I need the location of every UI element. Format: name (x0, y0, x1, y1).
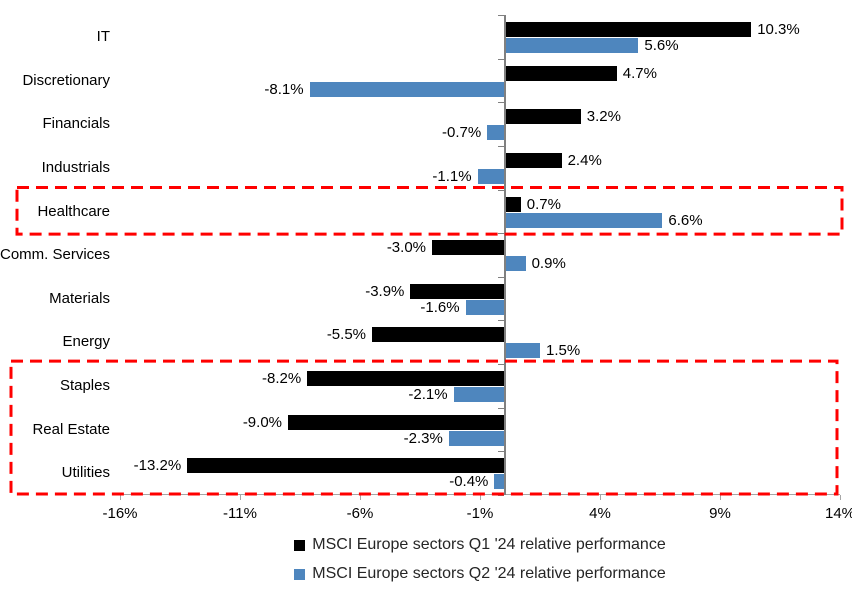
category-label: Materials (49, 289, 110, 307)
zero-axis-tick (498, 407, 504, 409)
bar-q1 (432, 240, 504, 256)
value-label: -13.2% (133, 457, 182, 475)
bar-q2 (487, 125, 504, 141)
zero-axis-tick (498, 102, 504, 104)
bar-q1 (504, 22, 752, 37)
category-label: Industrials (41, 158, 110, 176)
value-label: -5.5% (326, 326, 366, 344)
bar-q2 (453, 387, 504, 403)
value-label: -0.4% (449, 473, 489, 491)
x-axis-tick-label: 9% (709, 505, 731, 522)
value-label: -0.7% (442, 124, 482, 142)
value-label: 0.9% (531, 255, 566, 273)
x-axis-tick (600, 495, 601, 500)
x-axis-tick-label: 4% (589, 505, 611, 522)
bar-q1 (187, 458, 504, 474)
legend-swatch-q2-icon (294, 568, 306, 580)
bar-q2 (504, 343, 540, 359)
value-label: 10.3% (757, 21, 800, 38)
value-label: -8.1% (264, 80, 304, 98)
category-label: Energy (62, 333, 110, 351)
category-label: Discretionary (22, 71, 110, 89)
value-label: 2.4% (567, 151, 602, 169)
bar-q2 (309, 81, 504, 97)
zero-axis-line (504, 15, 506, 495)
bar-q1 (372, 327, 504, 343)
x-axis-tick-label: -6% (346, 505, 374, 522)
bar-q1 (504, 109, 581, 125)
bar-q2 (504, 256, 526, 272)
category-label: Real Estate (32, 420, 110, 438)
bar-q2 (448, 430, 504, 446)
bar-q2 (504, 38, 639, 53)
bar-q1 (307, 371, 504, 387)
zero-axis-tick (498, 320, 504, 322)
value-label: 1.5% (546, 342, 581, 360)
x-axis-tick-label: -16% (102, 505, 138, 522)
category-label: Healthcare (37, 202, 110, 220)
zero-axis-tick (498, 145, 504, 147)
zero-axis-tick (498, 233, 504, 235)
value-label: 0.7% (526, 195, 561, 213)
bar-q1 (504, 196, 521, 212)
value-label: 3.2% (586, 108, 621, 126)
category-label: Staples (59, 377, 110, 395)
zero-axis-tick (498, 451, 504, 453)
x-axis-tick (720, 495, 721, 500)
value-label: -3.9% (365, 282, 405, 300)
legend-label-q2: MSCI Europe sectors Q2 '24 relative perf… (312, 565, 666, 582)
value-label: -9.0% (242, 413, 282, 431)
bar-q1 (288, 414, 504, 430)
zero-axis-tick (498, 495, 504, 496)
category-label: Utilities (61, 464, 110, 482)
category-label: Financials (42, 115, 110, 133)
value-label: -8.2% (262, 370, 302, 388)
x-axis-tick-label: 14% (824, 505, 852, 522)
x-axis-tick-label: -1% (466, 505, 494, 522)
legend-item-q2: MSCI Europe sectors Q2 '24 relative perf… (294, 565, 666, 583)
zero-axis-tick (498, 58, 504, 60)
x-axis-tick-label: -11% (223, 505, 257, 522)
x-axis-tick (120, 495, 121, 500)
bar-q2 (477, 168, 504, 184)
legend-label-q1: MSCI Europe sectors Q1 '24 relative perf… (312, 536, 666, 553)
highlight-box-healthcare (15, 186, 844, 236)
value-label: -1.1% (432, 167, 472, 185)
bar-q1 (410, 283, 504, 299)
legend: MSCI Europe sectors Q1 '24 relative perf… (120, 536, 840, 583)
zero-axis-tick (498, 364, 504, 366)
bar-q2 (494, 474, 504, 490)
x-axis-tick (840, 495, 841, 500)
x-axis-tick (480, 495, 481, 500)
bar-q2 (465, 299, 504, 315)
bar-q1 (504, 65, 617, 81)
value-label: 4.7% (622, 64, 657, 82)
x-axis-tick (240, 495, 241, 500)
legend-swatch-q1-icon (294, 539, 306, 551)
legend-item-q1: MSCI Europe sectors Q1 '24 relative perf… (294, 536, 666, 554)
category-label: IT (96, 28, 110, 45)
zero-axis-tick (498, 189, 504, 191)
category-label: Comm. Services (0, 246, 111, 264)
zero-axis-tick (498, 15, 504, 16)
value-label: -3.0% (386, 239, 426, 257)
value-label: -2.1% (408, 386, 448, 404)
bar-q2 (504, 212, 663, 228)
value-label: 5.6% (644, 37, 679, 54)
value-label: -2.3% (403, 429, 443, 447)
zero-axis-tick (498, 276, 504, 278)
x-axis-tick (360, 495, 361, 500)
value-label: 6.6% (668, 211, 703, 229)
value-label: -1.6% (420, 298, 460, 316)
bar-q1 (504, 152, 562, 168)
